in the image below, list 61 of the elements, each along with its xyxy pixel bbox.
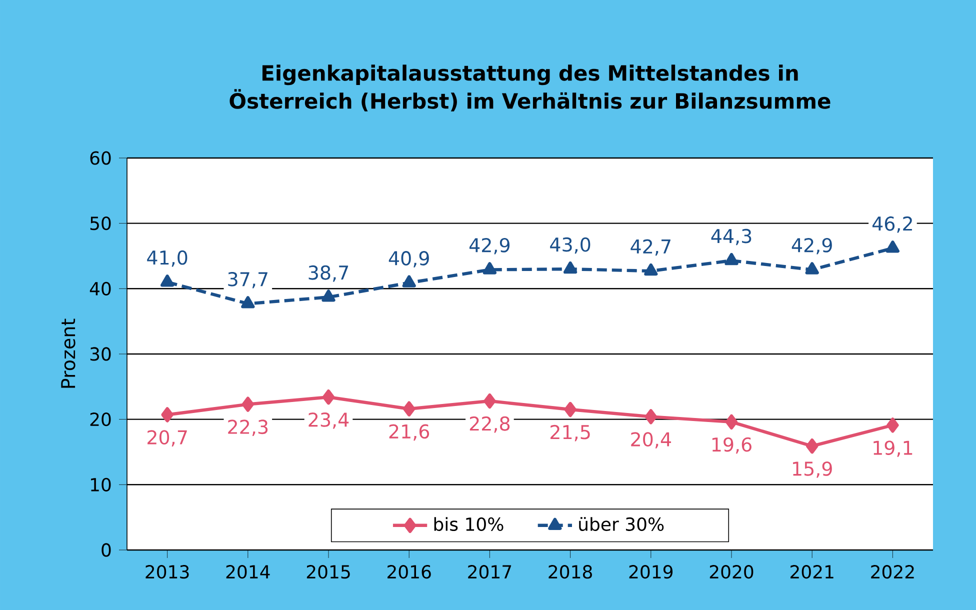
y-tick-label: 50 — [90, 216, 111, 230]
data-label: 22,3 — [228, 420, 268, 436]
point — [322, 290, 336, 302]
data-label: 42,9 — [792, 238, 832, 254]
data-label: 38,7 — [308, 265, 348, 282]
point — [805, 262, 819, 274]
y-tick-label: 10 — [91, 478, 111, 492]
point — [886, 240, 900, 253]
data-label: 15,9 — [793, 461, 832, 478]
point — [160, 274, 174, 287]
x-tick-label: 2020 — [710, 565, 754, 579]
point — [161, 407, 174, 422]
point — [724, 252, 738, 266]
x-tick-label: 2021 — [790, 565, 834, 579]
data-label: 43,0 — [550, 237, 590, 254]
point — [482, 262, 496, 274]
data-label: 37,7 — [228, 272, 268, 288]
data-label: 42,9 — [469, 238, 510, 254]
data-label: 21,6 — [389, 424, 430, 441]
data-label: 19,1 — [874, 440, 912, 457]
data-label: 19,6 — [712, 437, 752, 454]
x-tick-label: 2018 — [548, 565, 592, 579]
data-label: 42,7 — [630, 239, 670, 256]
data-label: 20,7 — [148, 430, 187, 446]
y-tick-label: 60 — [90, 151, 111, 165]
point — [644, 263, 658, 276]
data-label: 41,0 — [147, 250, 188, 267]
legend-label: bis 10% — [434, 517, 504, 531]
y-axis-title: Prozent — [61, 318, 76, 388]
point — [806, 438, 818, 454]
data-label: 22,8 — [470, 416, 510, 433]
point — [644, 409, 657, 424]
x-tick-label: 2022 — [871, 565, 914, 579]
y-tick-label: 30 — [90, 347, 111, 361]
data-label: 40,9 — [388, 251, 429, 268]
x-tick-label: 2016 — [388, 565, 431, 579]
point — [403, 401, 416, 416]
legend-label: über 30% — [579, 517, 664, 531]
x-tick-label: 2015 — [306, 565, 350, 579]
point — [322, 390, 335, 405]
chart-title: Eigenkapitalausstattung des Mittelstandes in Österreich (Herbst) im Verhältnis zur Bilanzsumme — [230, 64, 830, 112]
data-label: 23,4 — [308, 412, 349, 429]
y-tick-label: 20 — [90, 412, 111, 426]
point — [564, 402, 576, 418]
y-tick-label: 40 — [90, 282, 111, 296]
data-label: 46,2 — [872, 216, 912, 233]
data-label: 21,5 — [550, 424, 590, 442]
point — [402, 275, 416, 288]
point — [241, 296, 255, 308]
point — [484, 393, 496, 409]
data-label: 44,3 — [711, 228, 752, 246]
x-tick-label: 2014 — [226, 565, 270, 579]
y-tick-label: 0 — [102, 543, 111, 557]
x-tick-label: 2017 — [468, 565, 512, 579]
point — [725, 414, 738, 430]
point — [242, 396, 254, 412]
point — [886, 418, 899, 433]
point — [564, 261, 578, 274]
x-tick-label: 2013 — [146, 565, 189, 579]
data-label: 20,4 — [631, 432, 671, 448]
x-tick-label: 2019 — [629, 565, 673, 579]
